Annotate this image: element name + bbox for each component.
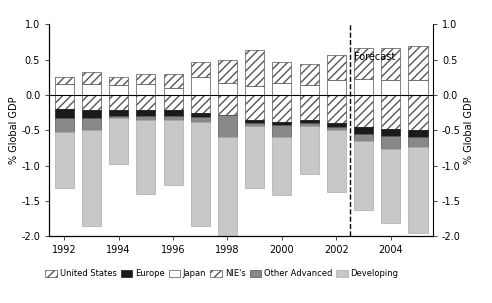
- Bar: [163, 75, 183, 88]
- Bar: [82, 130, 101, 226]
- Y-axis label: % Global GDP: % Global GDP: [8, 96, 19, 164]
- Bar: [109, 118, 128, 164]
- Bar: [408, 46, 428, 80]
- Bar: [163, 95, 183, 111]
- Bar: [218, 95, 237, 115]
- Bar: [55, 77, 74, 84]
- Bar: [354, 95, 373, 127]
- Bar: [273, 83, 291, 95]
- Bar: [191, 77, 210, 95]
- Bar: [55, 109, 74, 118]
- Bar: [136, 111, 155, 116]
- Bar: [82, 118, 101, 130]
- Bar: [109, 77, 128, 85]
- Bar: [163, 111, 183, 116]
- Bar: [109, 85, 128, 95]
- Text: Forecast: Forecast: [354, 52, 395, 62]
- Bar: [327, 127, 346, 130]
- Bar: [381, 95, 400, 129]
- Bar: [300, 126, 319, 174]
- Bar: [273, 137, 291, 195]
- Bar: [82, 84, 101, 95]
- Bar: [191, 122, 210, 226]
- Bar: [245, 86, 264, 95]
- Bar: [218, 60, 237, 83]
- Bar: [136, 75, 155, 84]
- Bar: [163, 120, 183, 185]
- Bar: [300, 122, 319, 126]
- Bar: [273, 95, 291, 122]
- Bar: [327, 80, 346, 95]
- Bar: [381, 80, 400, 95]
- Bar: [136, 95, 155, 111]
- Bar: [273, 125, 291, 137]
- Bar: [245, 50, 264, 86]
- Bar: [381, 149, 400, 223]
- Bar: [327, 95, 346, 123]
- Bar: [354, 48, 373, 79]
- Bar: [300, 64, 319, 85]
- Bar: [55, 118, 74, 132]
- Bar: [381, 129, 400, 136]
- Bar: [191, 95, 210, 113]
- Bar: [82, 72, 101, 84]
- Bar: [300, 85, 319, 95]
- Bar: [55, 132, 74, 188]
- Bar: [354, 79, 373, 95]
- Bar: [273, 122, 291, 125]
- Bar: [327, 130, 346, 192]
- Bar: [354, 134, 373, 141]
- Bar: [408, 95, 428, 130]
- Bar: [218, 83, 237, 95]
- Bar: [408, 130, 428, 137]
- Bar: [300, 120, 319, 122]
- Bar: [381, 136, 400, 149]
- Bar: [82, 95, 101, 111]
- Bar: [300, 95, 319, 120]
- Bar: [273, 62, 291, 83]
- Bar: [218, 137, 237, 247]
- Bar: [218, 115, 237, 137]
- Bar: [354, 127, 373, 134]
- Bar: [55, 84, 74, 95]
- Bar: [354, 141, 373, 210]
- Bar: [245, 122, 264, 126]
- Bar: [381, 48, 400, 80]
- Bar: [55, 95, 74, 109]
- Bar: [327, 55, 346, 80]
- Bar: [136, 120, 155, 194]
- Bar: [191, 113, 210, 117]
- Bar: [109, 111, 128, 116]
- Bar: [408, 147, 428, 233]
- Bar: [109, 116, 128, 118]
- Y-axis label: % Global GDP: % Global GDP: [463, 96, 474, 164]
- Bar: [245, 120, 264, 122]
- Bar: [163, 116, 183, 120]
- Bar: [136, 116, 155, 120]
- Bar: [191, 62, 210, 77]
- Bar: [245, 126, 264, 188]
- Bar: [82, 111, 101, 118]
- Bar: [191, 117, 210, 122]
- Bar: [163, 88, 183, 95]
- Bar: [245, 95, 264, 120]
- Bar: [408, 137, 428, 147]
- Bar: [327, 123, 346, 127]
- Bar: [408, 80, 428, 95]
- Legend: United States, Europe, Japan, NIE's, Other Advanced, Developing: United States, Europe, Japan, NIE's, Oth…: [42, 266, 402, 281]
- Bar: [109, 95, 128, 111]
- Bar: [136, 84, 155, 95]
